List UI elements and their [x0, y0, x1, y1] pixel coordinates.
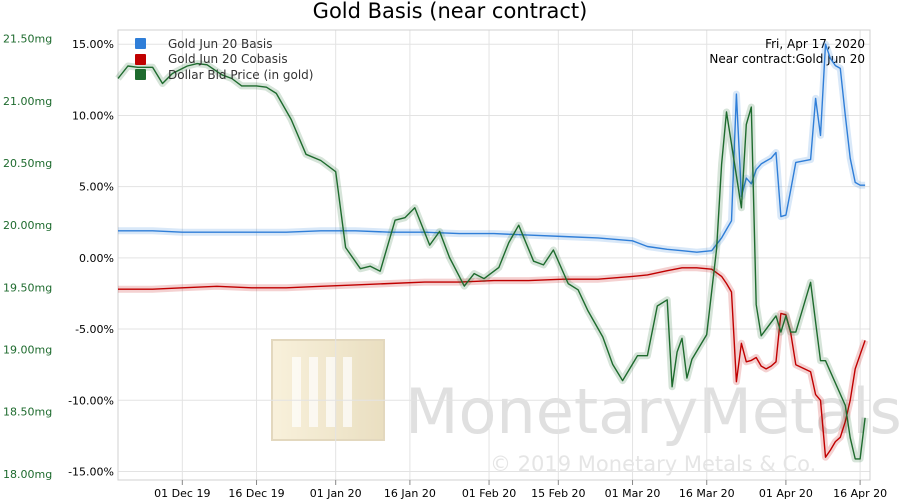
date-label: Fri, Apr 17, 2020 — [765, 37, 865, 51]
x-tick-label: 01 Mar 20 — [605, 487, 661, 500]
legend: Gold Jun 20 Basis Gold Jun 20 Cobasis Do… — [135, 37, 313, 82]
watermark-brand: MonetaryMetals — [405, 375, 900, 448]
contract-label: Near contract:Gold Jun 20 — [709, 52, 865, 66]
left-axis-tick-label: 20.00mg — [3, 219, 52, 232]
series-line-basis — [118, 43, 866, 253]
left-axis-tick-label: 19.50mg — [3, 281, 52, 294]
left-axis-tick-label: 18.50mg — [3, 406, 52, 419]
x-tick-label: 01 Dec 19 — [154, 487, 210, 500]
series-layer — [115, 40, 869, 463]
x-axis: 01 Dec 19 16 Dec 19 01 Jan 20 16 Jan 20 01 F… — [154, 480, 887, 500]
watermark-logo — [271, 339, 385, 441]
legend-swatch-basis — [135, 38, 146, 49]
left-axis: 21.50mg 21.00mg 20.50mg 20.00mg 19.50mg 19.00… — [3, 33, 52, 481]
left-axis-tick-label: 18.00mg — [3, 468, 52, 481]
right-axis-tick-label: 10.00% — [72, 109, 114, 122]
left-axis-tick-label: 21.50mg — [3, 33, 52, 46]
chart-title: Gold Basis (near contract) — [313, 0, 588, 23]
x-tick-label: 16 Mar 20 — [679, 487, 735, 500]
legend-swatch-dollar — [135, 69, 146, 80]
left-axis-tick-label: 19.00mg — [3, 343, 52, 356]
x-tick-label: 01 Jan 20 — [310, 487, 362, 500]
x-tick-label: 16 Dec 19 — [228, 487, 284, 500]
right-axis: 15.00% 10.00% 5.00% 0.00% -5.00% -10.00% -15.0… — [68, 38, 114, 478]
legend-label-basis: Gold Jun 20 Basis — [168, 37, 272, 51]
right-axis-tick-label: -10.00% — [68, 394, 114, 407]
x-tick-label: 01 Feb 20 — [462, 487, 516, 500]
watermark-copyright: © 2019 Monetary Metals & Co. — [490, 452, 816, 476]
right-axis-tick-label: -15.00% — [68, 465, 114, 478]
right-axis-tick-label: 0.00% — [79, 252, 114, 265]
x-tick-label: 16 Apr 20 — [833, 487, 887, 500]
plot-area-border — [117, 29, 871, 481]
grid — [118, 30, 870, 480]
x-tick-label: 15 Feb 20 — [531, 487, 585, 500]
legend-label-dollar: Dollar Bid Price (in gold) — [168, 68, 313, 82]
legend-label-cobasis: Gold Jun 20 Cobasis — [168, 52, 288, 66]
right-axis-tick-label: 15.00% — [72, 38, 114, 51]
legend-swatch-cobasis — [135, 54, 146, 65]
right-axis-tick-label: -5.00% — [75, 323, 114, 336]
left-axis-tick-label: 20.50mg — [3, 157, 52, 170]
x-tick-label: 16 Jan 20 — [384, 487, 436, 500]
series-line-cobasis — [118, 267, 866, 458]
right-axis-tick-label: 5.00% — [79, 181, 114, 194]
x-tick-label: 01 Apr 20 — [759, 487, 813, 500]
watermark: MonetaryMetals © 2019 Monetary Metals & … — [271, 339, 900, 476]
series-line-dollar — [117, 62, 866, 460]
left-axis-tick-label: 21.00mg — [3, 95, 52, 108]
